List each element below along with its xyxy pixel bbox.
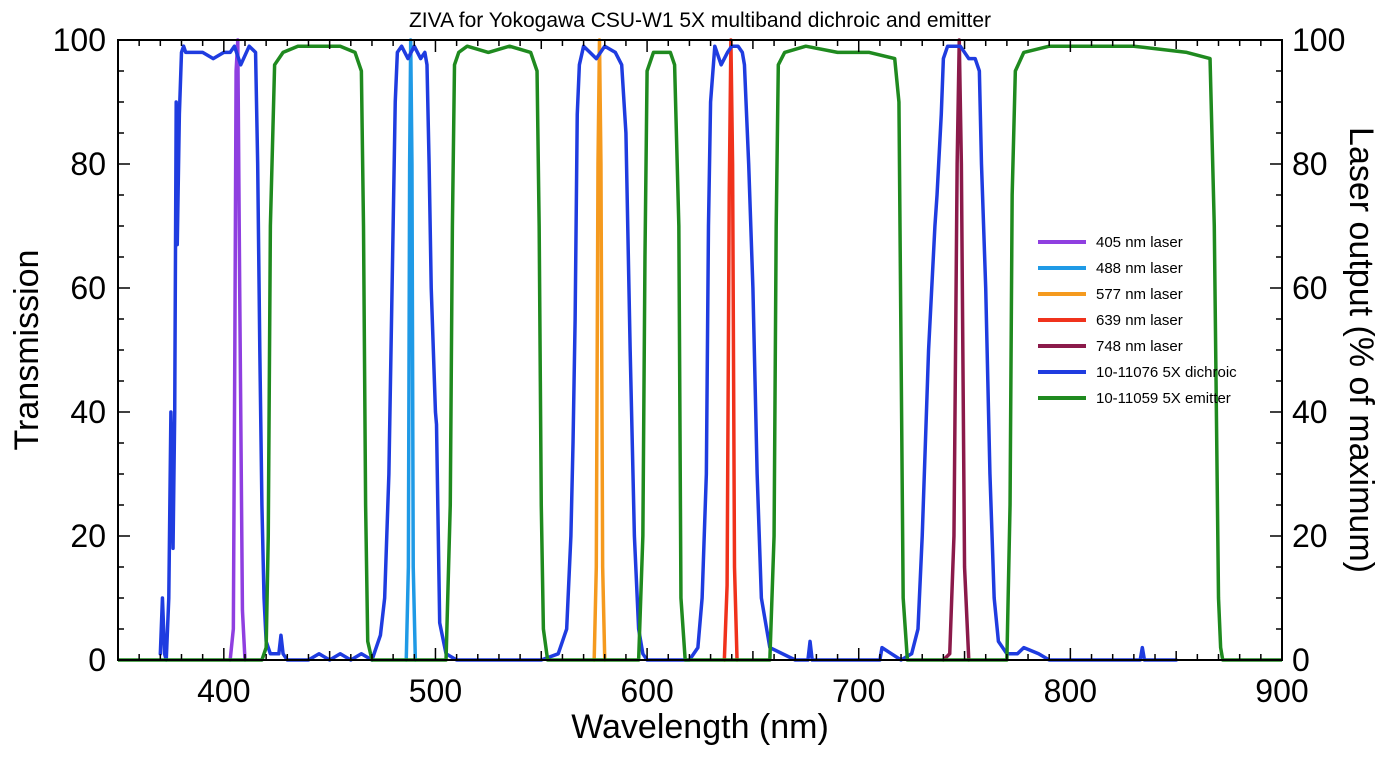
y-tick-label: 20: [70, 518, 106, 554]
x-tick-label: 700: [832, 673, 885, 709]
x-tick-label: 600: [620, 673, 673, 709]
legend: 405 nm laser 488 nm laser 577 nm laser 639 …: [1038, 234, 1237, 407]
series-layer: [118, 38, 1282, 662]
x-axis-title: Wavelength (nm): [571, 708, 829, 746]
y2-tick-label: 20: [1292, 518, 1328, 554]
y2-tick-label: 60: [1292, 270, 1328, 306]
ticks-layer: [117, 39, 1283, 661]
series-line-577-nm-laser: [592, 38, 607, 662]
y-tick-label: 40: [70, 394, 106, 430]
y-tick-label: 80: [70, 146, 106, 182]
x-tick-label: 900: [1255, 673, 1308, 709]
y-axis-title: Transmission: [8, 250, 46, 451]
x-tick-label: 500: [409, 673, 462, 709]
y2-tick-label: 40: [1292, 394, 1328, 430]
legend-label: 748 nm laser: [1096, 338, 1183, 355]
y-tick-label: 0: [88, 642, 106, 678]
series-line-405-nm-laser: [228, 38, 247, 662]
y-tick-label: 60: [70, 270, 106, 306]
legend-label: 577 nm laser: [1096, 286, 1183, 303]
y2-axis-title: Laser output (% of maximum): [1342, 127, 1380, 573]
y-tick-label: 100: [53, 22, 106, 58]
legend-label: 639 nm laser: [1096, 312, 1183, 329]
series-line-488-nm-laser: [404, 38, 418, 662]
series-line-10-11076-5x-dichroic: [158, 44, 1178, 662]
legend-label: 10-11076 5X dichroic: [1096, 364, 1237, 381]
chart-title: ZIVA for Yokogawa CSU-W1 5X multiband di…: [409, 9, 991, 32]
series-line-639-nm-laser: [722, 38, 739, 662]
legend-label: 405 nm laser: [1096, 234, 1183, 251]
y2-tick-label: 100: [1292, 22, 1345, 58]
series-line-748-nm-laser: [941, 38, 971, 662]
x-tick-label: 400: [197, 673, 250, 709]
y2-tick-label: 0: [1292, 642, 1310, 678]
legend-label: 488 nm laser: [1096, 260, 1183, 277]
legend-label: 10-11059 5X emitter: [1096, 390, 1231, 407]
series-line-10-11059-5x-emitter: [118, 44, 1282, 662]
x-tick-label: 800: [1044, 673, 1097, 709]
tick-labels-layer: 400 500 600 700 800 9000204060801000204060801…: [53, 22, 1346, 709]
y2-tick-label: 80: [1292, 146, 1328, 182]
